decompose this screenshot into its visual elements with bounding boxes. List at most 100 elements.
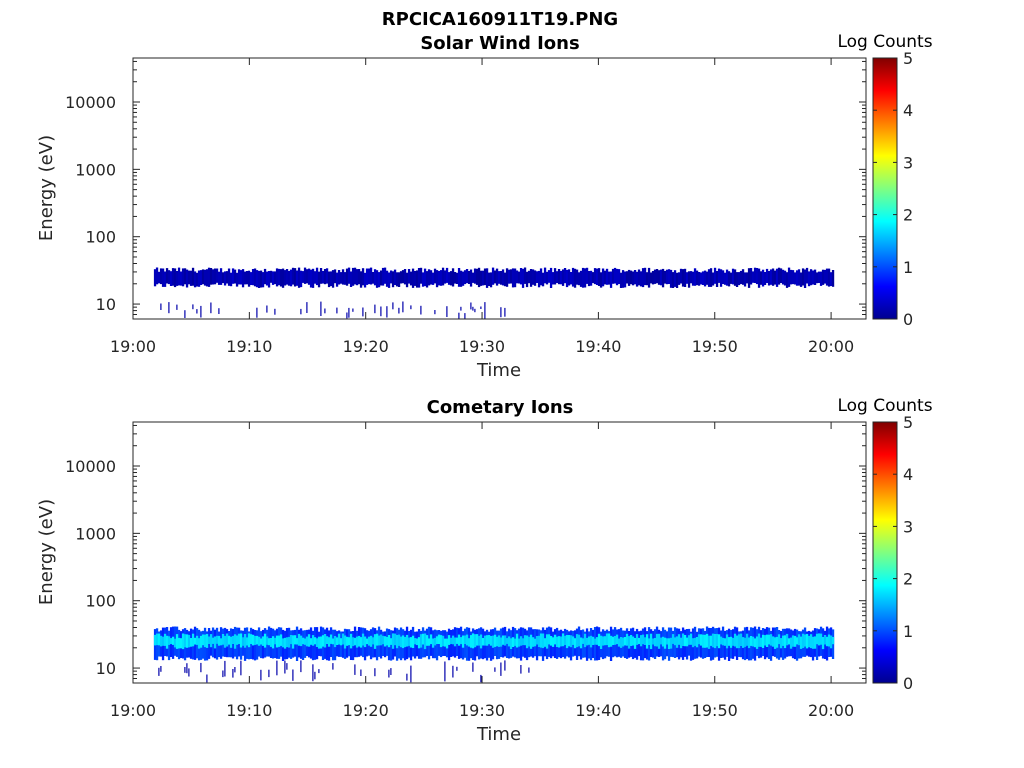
band-column xyxy=(513,268,517,288)
band-column xyxy=(765,634,769,647)
band-column xyxy=(235,635,239,645)
band-column xyxy=(803,634,807,647)
band-column xyxy=(269,270,273,283)
colorbar xyxy=(872,421,898,684)
band-column xyxy=(421,633,425,645)
x-tick-label: 19:40 xyxy=(575,337,621,356)
band-column xyxy=(777,630,781,660)
band-column xyxy=(701,634,705,648)
band-column xyxy=(689,631,693,661)
band-column xyxy=(525,635,529,649)
band-column xyxy=(827,634,831,647)
band-column xyxy=(291,267,295,285)
band-column xyxy=(363,636,367,648)
band-column xyxy=(773,637,777,649)
band-column xyxy=(295,270,299,286)
band-column xyxy=(825,268,829,286)
band-column xyxy=(159,268,163,285)
band-column xyxy=(541,633,545,649)
band-column xyxy=(767,271,771,286)
band-column xyxy=(161,636,165,646)
band-column xyxy=(735,272,739,287)
band-column xyxy=(379,634,383,646)
band-column xyxy=(517,638,521,647)
band-column xyxy=(227,268,231,286)
band-column xyxy=(277,268,281,286)
band-column xyxy=(579,637,583,649)
band-column xyxy=(613,636,617,645)
band-column xyxy=(711,272,715,286)
band-column xyxy=(307,268,311,285)
band-column xyxy=(213,636,217,649)
band-column xyxy=(300,660,302,673)
band-column xyxy=(567,269,571,286)
band-column xyxy=(393,269,397,285)
band-column xyxy=(823,635,827,645)
band-column xyxy=(671,630,675,658)
band-column xyxy=(577,272,581,286)
band-column xyxy=(537,635,541,647)
band-column xyxy=(591,636,595,645)
band-column xyxy=(373,269,377,286)
band-column xyxy=(497,635,501,647)
band-column xyxy=(717,634,721,649)
band-column xyxy=(451,635,455,645)
band-column xyxy=(659,269,663,286)
band-column xyxy=(200,305,202,318)
band-column xyxy=(345,636,349,646)
band-column xyxy=(271,271,275,285)
band-column xyxy=(293,268,297,287)
band-column xyxy=(371,272,375,284)
band-column xyxy=(551,637,555,647)
band-column xyxy=(473,268,477,284)
band-column xyxy=(709,635,713,646)
band-column xyxy=(224,660,226,677)
band-column xyxy=(306,302,308,313)
band-column xyxy=(697,272,701,286)
band-column xyxy=(268,669,270,678)
band-column xyxy=(157,633,161,646)
band-column xyxy=(331,629,335,661)
band-column xyxy=(487,635,491,645)
band-column xyxy=(741,637,745,648)
band-column xyxy=(489,272,493,288)
band-column xyxy=(645,272,649,286)
band-column xyxy=(153,269,157,287)
band-column xyxy=(759,271,763,285)
band-column xyxy=(631,636,635,646)
band-column xyxy=(339,272,343,284)
band-column xyxy=(504,307,506,317)
band-column xyxy=(266,305,268,313)
band-column xyxy=(359,271,363,288)
band-column xyxy=(653,269,657,284)
band-column xyxy=(239,633,243,648)
band-column xyxy=(361,633,365,646)
band-column xyxy=(389,638,393,645)
band-column xyxy=(625,271,629,284)
band-column xyxy=(705,271,709,285)
band-column xyxy=(777,267,781,285)
band-column xyxy=(673,637,677,646)
band-column xyxy=(763,635,767,646)
band-column xyxy=(779,268,783,283)
band-column xyxy=(463,270,467,285)
band-column xyxy=(635,271,639,287)
band-column xyxy=(289,630,293,659)
band-column xyxy=(392,302,394,310)
band-column xyxy=(677,634,681,645)
band-column xyxy=(361,268,365,286)
band-column xyxy=(807,271,811,287)
band-column xyxy=(283,270,287,286)
band-column xyxy=(289,635,293,645)
band-column xyxy=(177,637,181,649)
band-column xyxy=(213,268,217,285)
band-column xyxy=(819,633,823,645)
y-tick-label: 100 xyxy=(85,592,116,611)
band-column xyxy=(379,270,383,286)
colorbar-label: Log Counts xyxy=(837,396,932,416)
band-column xyxy=(315,638,319,647)
band-column xyxy=(269,638,273,647)
band-column xyxy=(387,272,391,288)
band-column xyxy=(425,271,429,288)
